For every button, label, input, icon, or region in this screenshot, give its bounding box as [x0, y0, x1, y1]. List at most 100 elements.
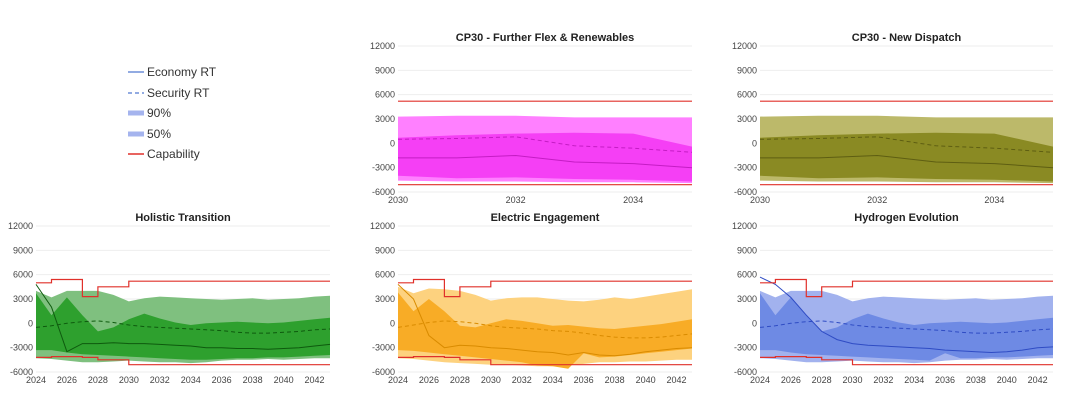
y-tick-label: 9000 [737, 65, 757, 75]
x-tick-label: 2024 [750, 375, 770, 385]
y-tick-label: -6000 [734, 187, 757, 197]
legend-label: 90% [147, 106, 172, 121]
economy-rt-line [760, 154, 1054, 169]
legend: Economy RT Security RT 90% 50% Capabilit… [128, 62, 216, 165]
x-tick-label: 2028 [812, 375, 832, 385]
security-rt-line [35, 320, 331, 334]
x-tick-label: 2028 [450, 375, 470, 385]
y-tick-label: 6000 [737, 90, 757, 100]
solid-line-icon [128, 68, 144, 76]
band-50 [398, 132, 692, 182]
economy-rt-line [35, 284, 331, 353]
y-tick-label: 12000 [732, 221, 757, 231]
y-tick-label: -6000 [372, 187, 395, 197]
y-tick-label: 6000 [375, 270, 395, 280]
capability-upper-line [398, 278, 692, 298]
y-tick-label: 0 [752, 318, 757, 328]
y-tick-label: 0 [28, 318, 33, 328]
y-tick-label: 12000 [370, 221, 395, 231]
legend-label: Security RT [147, 85, 210, 100]
y-tick-label: 3000 [737, 114, 757, 124]
y-tick-label: 12000 [732, 41, 757, 51]
x-tick-label: 2032 [150, 375, 170, 385]
x-tick-label: 2034 [543, 375, 563, 385]
solid-line-icon [128, 150, 144, 158]
x-tick-label: 2026 [419, 375, 439, 385]
y-tick-label: 6000 [13, 270, 33, 280]
y-tick-label: -3000 [372, 343, 395, 353]
x-tick-label: 2032 [512, 375, 532, 385]
x-tick-label: 2034 [623, 195, 643, 205]
legend-item-economy-rt: Economy RT [128, 62, 216, 83]
x-tick-label: 2040 [274, 375, 294, 385]
y-tick-label: -6000 [10, 367, 33, 377]
y-tick-label: 12000 [370, 41, 395, 51]
economy-rt-line [759, 276, 1054, 354]
x-tick-label: 2034 [984, 195, 1004, 205]
legend-label: Capability [147, 147, 200, 162]
x-tick-label: 2038 [605, 375, 625, 385]
x-tick-label: 2030 [481, 375, 501, 385]
x-tick-label: 2026 [781, 375, 801, 385]
chart-title: CP30 - New Dispatch [852, 32, 962, 44]
x-tick-label: 2040 [997, 375, 1017, 385]
x-tick-label: 2036 [574, 375, 594, 385]
thick-line-icon [128, 109, 144, 117]
legend-item-50: 50% [128, 124, 216, 145]
y-tick-label: 9000 [375, 245, 395, 255]
y-tick-label: 3000 [737, 294, 757, 304]
band-50 [398, 292, 692, 369]
x-tick-label: 2042 [1028, 375, 1048, 385]
legend-label: 50% [147, 126, 172, 141]
x-tick-label: 2036 [935, 375, 955, 385]
y-tick-label: -3000 [372, 163, 395, 173]
x-tick-label: 2036 [212, 375, 232, 385]
y-tick-label: 0 [390, 318, 395, 328]
y-tick-label: 12000 [8, 221, 33, 231]
x-tick-label: 2028 [88, 375, 108, 385]
x-tick-label: 2038 [243, 375, 263, 385]
y-tick-label: 3000 [375, 294, 395, 304]
x-tick-label: 2030 [843, 375, 863, 385]
chart-title: Electric Engagement [491, 212, 600, 224]
capability-upper-line [36, 278, 330, 298]
x-tick-label: 2030 [750, 195, 770, 205]
x-tick-label: 2032 [873, 375, 893, 385]
chart-panel-3: Holistic Transition 12000 9000 6000 3000 0 -30… [8, 212, 331, 385]
chart-title: Hydrogen Evolution [854, 212, 959, 224]
x-tick-label: 2034 [904, 375, 924, 385]
x-tick-label: 2032 [867, 195, 887, 205]
y-tick-label: 9000 [737, 245, 757, 255]
legend-label: Economy RT [147, 65, 217, 80]
y-tick-label: 9000 [375, 65, 395, 75]
y-tick-label: 0 [752, 138, 757, 148]
x-tick-label: 2024 [388, 375, 408, 385]
x-tick-label: 2042 [305, 375, 325, 385]
security-rt-line [759, 320, 1054, 334]
chart-panel-4: Electric Engagement 12000 9000 6000 3000 0 -30… [370, 212, 693, 385]
dashed-line-icon [128, 89, 144, 97]
band-50 [760, 293, 1053, 361]
band-50 [760, 132, 1053, 182]
y-tick-label: 0 [390, 138, 395, 148]
y-tick-label: 3000 [13, 294, 33, 304]
x-tick-label: 2038 [966, 375, 986, 385]
y-tick-label: -6000 [734, 367, 757, 377]
y-tick-label: -3000 [734, 343, 757, 353]
capability-lower-line [760, 356, 1053, 366]
chart-title: Holistic Transition [135, 212, 231, 224]
y-tick-label: 3000 [375, 114, 395, 124]
legend-item-capability: Capability [128, 144, 216, 165]
capability-upper-line [760, 278, 1053, 298]
chart-panel-5: Hydrogen Evolution 12000 9000 6000 3000 0 -300… [732, 212, 1054, 385]
x-tick-label: 2042 [667, 375, 687, 385]
x-tick-label: 2032 [506, 195, 526, 205]
chart-panel-1: CP30 - Further Flex & Renewables 12000 900… [370, 32, 693, 205]
economy-rt-line [398, 154, 693, 169]
capability-lower-line [36, 356, 330, 366]
x-tick-label: 2024 [26, 375, 46, 385]
x-tick-label: 2040 [636, 375, 656, 385]
x-tick-label: 2030 [388, 195, 408, 205]
y-tick-label: -3000 [734, 163, 757, 173]
y-tick-label: -6000 [372, 367, 395, 377]
